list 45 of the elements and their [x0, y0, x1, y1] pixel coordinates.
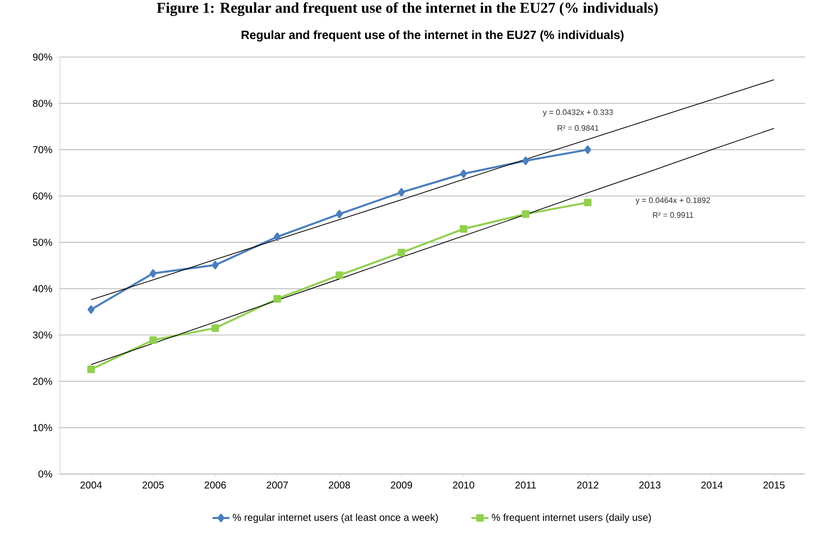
x-tick-label: 2004	[80, 482, 102, 489]
point	[211, 324, 220, 332]
point	[212, 260, 219, 270]
y-tick-label: 30%	[32, 331, 52, 339]
point	[150, 269, 157, 278]
x-tick-label: 2015	[763, 482, 785, 489]
y-tick-label: 40%	[32, 285, 52, 292]
x-tick-label: 2011	[515, 482, 536, 489]
point	[522, 210, 530, 218]
x-tick-label: 2008	[328, 482, 350, 489]
y-tick-label: 0%	[38, 470, 52, 478]
y-tick-label: 90%	[33, 53, 52, 61]
point	[88, 305, 94, 314]
x-tick-label: 2012	[577, 482, 598, 489]
x-tick-label: 2010	[452, 482, 474, 489]
y-tick-label: 70%	[33, 146, 52, 154]
point	[398, 188, 405, 196]
y-tick-label: 80%	[32, 100, 52, 107]
point	[584, 145, 592, 154]
point	[87, 365, 95, 374]
line-series	[90, 79, 774, 300]
caption: Figure 1: Regular and frequent use of the internet in the EU27 (% individuals)	[156, 2, 658, 16]
point	[149, 336, 157, 344]
point	[522, 156, 530, 165]
x-tick-label: 2007	[266, 482, 288, 489]
point	[336, 210, 343, 218]
x-tick-label: 2005	[142, 482, 164, 489]
y-tick-label: 10%	[33, 424, 52, 432]
x-tick-label: 2014	[701, 482, 723, 489]
x-tick-label: 2013	[639, 482, 660, 489]
x-tick-label: 2009	[390, 482, 412, 489]
point	[336, 271, 344, 280]
y-tick-label: 50%	[32, 238, 52, 246]
point	[274, 232, 281, 241]
point	[398, 248, 406, 256]
legend-label: % frequent internet users (daily use)	[492, 514, 651, 523]
x-tick-label: 2006	[204, 482, 226, 489]
point	[460, 225, 468, 233]
y-tick-label: 20%	[33, 378, 52, 385]
legend-label: % regular internet users (at least once a week)	[232, 514, 438, 523]
point	[584, 198, 592, 206]
y-tick-label: 60%	[33, 192, 52, 200]
point	[273, 295, 282, 303]
chart-title: Regular and frequent use of the internet in the EU27 (% individuals)	[242, 30, 624, 42]
point	[460, 170, 467, 178]
